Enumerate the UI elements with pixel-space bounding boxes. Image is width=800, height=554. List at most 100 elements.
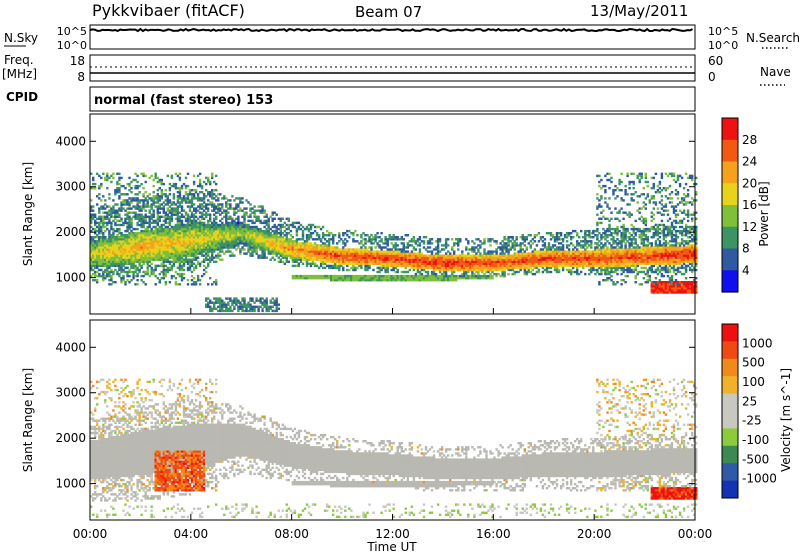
power-cell [493, 264, 496, 268]
power-cell [289, 229, 293, 233]
power-cell [178, 260, 182, 263]
power-cell [104, 240, 107, 243]
power-cell [128, 215, 131, 218]
power-cell [420, 254, 424, 257]
power-cell [156, 189, 159, 192]
power-cell [317, 225, 321, 229]
power-cell [92, 244, 95, 247]
power-cell [444, 242, 448, 245]
power-cell [114, 211, 117, 214]
power-cell [227, 211, 230, 214]
power-cell [467, 252, 470, 255]
power-cell [138, 184, 141, 188]
power-cell [148, 221, 151, 225]
power-cell [372, 254, 375, 257]
power-cell [160, 193, 163, 196]
power-cell [531, 242, 534, 245]
power-cell [118, 262, 121, 265]
power-cell [126, 250, 129, 253]
power-cell [164, 246, 167, 249]
power-cell [493, 254, 496, 257]
power-cell [98, 268, 101, 272]
power-cell [122, 270, 125, 274]
power-cell [207, 199, 210, 202]
beam-label: Beam 07 [355, 3, 422, 21]
power-cell [146, 238, 149, 241]
power-cell [98, 197, 101, 200]
power-cell [100, 250, 103, 253]
power-cell [138, 254, 141, 257]
power-cell [114, 193, 117, 196]
power-cell [132, 236, 135, 239]
power-cell [100, 262, 103, 265]
power-cell [126, 242, 129, 245]
power-cell [92, 248, 95, 251]
power-cell [132, 270, 135, 274]
power-cell [311, 223, 315, 227]
power-cell [120, 207, 123, 210]
power-cell [178, 193, 182, 196]
power-cell [311, 277, 315, 280]
power-cell [166, 207, 169, 210]
power-cell [164, 195, 167, 198]
power-cell [519, 250, 522, 253]
power-cell [166, 266, 169, 270]
power-cell [100, 221, 103, 225]
power-cell [112, 252, 115, 255]
power-cell [156, 256, 159, 259]
power-cell [215, 211, 218, 214]
power-cell [190, 219, 194, 223]
power-cell [92, 252, 95, 255]
power-cell [529, 234, 532, 237]
power-cell [156, 232, 159, 235]
power-cell [148, 232, 151, 235]
power-cell [360, 242, 363, 245]
power-cell [281, 217, 284, 220]
power-cell [168, 234, 172, 237]
power-cell [507, 254, 510, 257]
power-cell [102, 240, 105, 243]
power-cell [170, 174, 174, 178]
power-cell [106, 178, 109, 182]
power-cell [146, 221, 149, 225]
power-cell [134, 274, 137, 278]
power-cell [156, 240, 159, 243]
power-cell [90, 250, 93, 253]
power-cell [90, 219, 93, 223]
power-cell [106, 262, 109, 265]
power-cell [134, 184, 137, 188]
power-cell [221, 258, 224, 261]
power-cell [140, 244, 143, 247]
power-cell [94, 264, 97, 268]
power-cell [98, 264, 101, 268]
power-cell [227, 215, 230, 218]
power-cell [90, 268, 93, 272]
power-cell [138, 250, 141, 253]
power-cell [102, 254, 105, 257]
power-cell [98, 238, 101, 241]
power-cell [124, 213, 127, 216]
power-cell [148, 254, 151, 257]
power-cell [100, 248, 103, 251]
power-cell [162, 268, 165, 272]
power-cell [124, 240, 127, 243]
power-cell [166, 254, 169, 257]
power-cell [156, 180, 159, 184]
power-cell [323, 234, 327, 237]
power-cell [301, 232, 305, 235]
power-cell [245, 199, 248, 202]
power-cell [114, 262, 117, 265]
power-cell [156, 199, 159, 202]
power-cell [273, 217, 276, 220]
power-cell [275, 299, 278, 302]
power-cell [98, 223, 101, 227]
power-cell [174, 182, 178, 186]
power-cell [124, 281, 127, 284]
power-cell [124, 201, 127, 204]
power-cell [348, 260, 351, 263]
power-cell [120, 250, 123, 253]
power-cell [162, 258, 165, 261]
power-cell [106, 205, 109, 208]
power-cell [92, 215, 95, 218]
power-cell [142, 203, 145, 206]
